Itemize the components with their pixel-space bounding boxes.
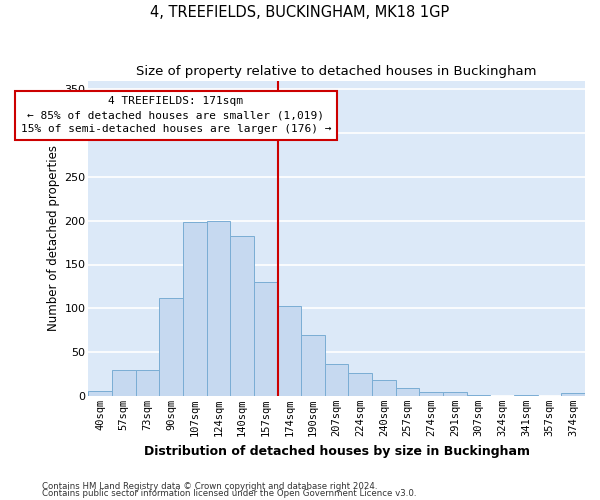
Bar [183, 222, 206, 396]
Bar [88, 390, 112, 396]
Bar [562, 394, 585, 396]
Bar [514, 395, 538, 396]
Bar [278, 306, 301, 396]
Bar [206, 220, 230, 396]
Bar [372, 380, 396, 396]
Bar [396, 388, 419, 396]
Bar [159, 298, 183, 396]
Bar [112, 370, 136, 396]
Bar [467, 395, 490, 396]
Bar [443, 392, 467, 396]
Bar [419, 392, 443, 396]
X-axis label: Distribution of detached houses by size in Buckingham: Distribution of detached houses by size … [143, 444, 530, 458]
Bar [230, 236, 254, 396]
Text: Contains HM Land Registry data © Crown copyright and database right 2024.: Contains HM Land Registry data © Crown c… [42, 482, 377, 491]
Bar [136, 370, 159, 396]
Title: Size of property relative to detached houses in Buckingham: Size of property relative to detached ho… [136, 65, 537, 78]
Text: 4 TREEFIELDS: 171sqm
← 85% of detached houses are smaller (1,019)
15% of semi-de: 4 TREEFIELDS: 171sqm ← 85% of detached h… [20, 96, 331, 134]
Bar [349, 373, 372, 396]
Text: Contains public sector information licensed under the Open Government Licence v3: Contains public sector information licen… [42, 489, 416, 498]
Bar [254, 282, 278, 396]
Text: 4, TREEFIELDS, BUCKINGHAM, MK18 1GP: 4, TREEFIELDS, BUCKINGHAM, MK18 1GP [151, 5, 449, 20]
Y-axis label: Number of detached properties: Number of detached properties [47, 145, 60, 331]
Bar [325, 364, 349, 396]
Bar [301, 336, 325, 396]
